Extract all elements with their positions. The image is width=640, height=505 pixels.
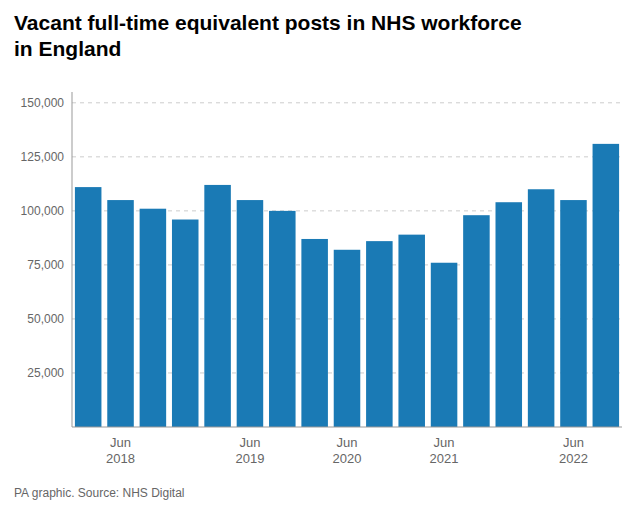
bar — [398, 235, 425, 427]
text-line: 2019 — [235, 451, 264, 466]
text-line: Jun — [434, 435, 455, 450]
bar — [496, 202, 523, 427]
chart-svg: Vacant full-time equivalent posts in NHS… — [0, 0, 640, 505]
title: Vacant full-time equivalent posts in NHS… — [14, 11, 522, 60]
y-tick-label: 50,000 — [27, 312, 64, 326]
x-tick-label: Jun2019 — [235, 435, 264, 466]
text-line: 2020 — [333, 451, 362, 466]
y-axis: 25,000 50,000 75,000 100,000 125,000 150,000 — [21, 92, 72, 427]
text-line: Vacant full-time equivalent posts in NHS… — [14, 11, 522, 34]
text-line: Jun — [110, 435, 131, 450]
x-axis-line — [72, 427, 622, 428]
x-tick-label: Jun2021 — [430, 435, 459, 466]
y-tick-label: 25,000 — [27, 366, 64, 380]
x-tick-label: Jun2020 — [333, 435, 362, 466]
bar — [301, 239, 328, 427]
bar — [334, 250, 361, 427]
bar — [269, 211, 296, 427]
bar — [107, 200, 134, 427]
bar — [593, 144, 620, 427]
bars — [75, 144, 619, 427]
text-line: Jun — [563, 435, 584, 450]
text-line: in England — [14, 37, 121, 60]
grid-line — [72, 156, 622, 157]
bar — [75, 187, 102, 427]
text-line: 2018 — [106, 451, 135, 466]
bar — [528, 189, 555, 427]
y-tick-label: 150,000 — [21, 96, 65, 110]
text-line: 2022 — [559, 451, 588, 466]
text-line: Jun — [337, 435, 358, 450]
y-tick-label: 125,000 — [21, 150, 65, 164]
text-line: 2021 — [430, 451, 459, 466]
grid-line — [72, 102, 622, 103]
bar — [560, 200, 587, 427]
text-line: Jun — [239, 435, 260, 450]
x-axis: Jun2018Jun2019Jun2020Jun2021Jun2022 — [106, 435, 588, 466]
bar — [204, 185, 231, 427]
bar — [463, 215, 490, 427]
x-tick-label: Jun2022 — [559, 435, 588, 466]
x-tick-label: Jun2018 — [106, 435, 135, 466]
bar — [366, 241, 393, 427]
y-tick-label: 75,000 — [27, 258, 64, 272]
bar — [172, 220, 199, 427]
bar — [237, 200, 264, 427]
bar — [140, 209, 167, 427]
source-note: PA graphic. Source: NHS Digital — [14, 486, 185, 500]
y-axis-line — [72, 92, 73, 427]
y-tick-label: 100,000 — [21, 204, 65, 218]
chart-container: Vacant full-time equivalent posts in NHS… — [0, 0, 640, 505]
bar — [431, 263, 458, 427]
